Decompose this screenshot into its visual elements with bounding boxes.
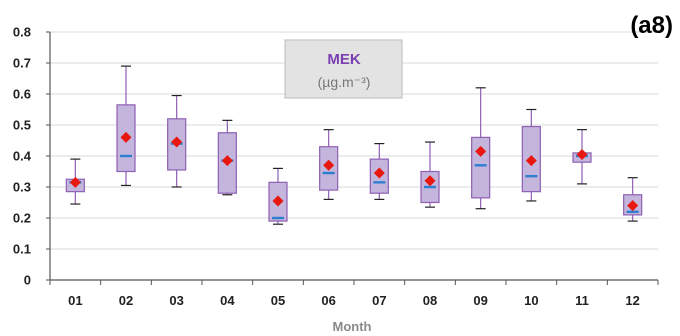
mean-marker <box>69 176 81 188</box>
y-tick-label: 0.1 <box>13 242 31 257</box>
mean-marker <box>525 155 537 167</box>
box-month-08 <box>420 141 440 208</box>
mean-marker <box>373 167 385 179</box>
x-axis-ticks: 01 02 03 04 05 06 07 08 09 10 11 12 <box>49 280 659 308</box>
box-month-12 <box>623 177 643 222</box>
mean-marker <box>272 195 284 207</box>
x-tick-label: 11 <box>575 293 589 308</box>
x-tick-label: 10 <box>524 293 538 308</box>
legend-box: MEK (µg.m⁻³) <box>284 39 403 99</box>
mean-marker <box>323 159 335 171</box>
y-tick-label: 0.2 <box>13 211 31 226</box>
x-tick-label: 09 <box>473 293 487 308</box>
panel-label: (a8) <box>630 12 673 39</box>
x-tick-label: 04 <box>220 293 235 308</box>
y-tick-label: 0.8 <box>13 25 31 40</box>
box-month-05 <box>268 167 288 225</box>
y-axis-ticks: 0 0.1 0.2 0.3 0.4 0.5 0.6 0.7 0.8 <box>13 25 50 288</box>
box-month-04 <box>217 119 237 196</box>
box-month-02 <box>116 65 136 187</box>
x-tick-label: 05 <box>271 293 285 308</box>
y-tick-label: 0.4 <box>13 149 32 164</box>
box-month-11 <box>572 129 592 185</box>
y-tick-label: 0.7 <box>13 56 31 71</box>
box-month-01 <box>65 158 85 205</box>
mean-marker <box>221 155 233 167</box>
box-month-10 <box>521 108 541 202</box>
x-tick-label: 06 <box>321 293 335 308</box>
mean-marker <box>475 145 487 157</box>
mean-marker <box>627 200 639 212</box>
x-tick-label: 07 <box>372 293 386 308</box>
box-iqr <box>471 136 491 199</box>
mean-marker <box>576 148 588 160</box>
y-tick-label: 0.5 <box>13 118 31 133</box>
box-month-03 <box>167 94 187 188</box>
unit-label: (µg.m⁻³) <box>318 74 371 90</box>
x-tick-label: 03 <box>169 293 183 308</box>
mean-marker <box>120 131 132 143</box>
y-tick-label: 0 <box>24 273 31 288</box>
mean-marker <box>424 175 436 187</box>
y-tick-label: 0.3 <box>13 180 31 195</box>
box-month-06 <box>319 129 339 200</box>
x-tick-label: 02 <box>119 293 133 308</box>
x-tick-label: 08 <box>423 293 437 308</box>
y-tick-label: 0.6 <box>13 87 31 102</box>
x-tick-label: 12 <box>625 293 639 308</box>
box-month-09 <box>471 87 491 210</box>
x-axis-title: Month <box>333 319 372 334</box>
box-month-07 <box>369 143 389 200</box>
mean-marker <box>171 136 183 148</box>
chart-title: MEK <box>327 51 361 68</box>
boxes <box>65 65 643 225</box>
x-tick-label: 01 <box>68 293 82 308</box>
